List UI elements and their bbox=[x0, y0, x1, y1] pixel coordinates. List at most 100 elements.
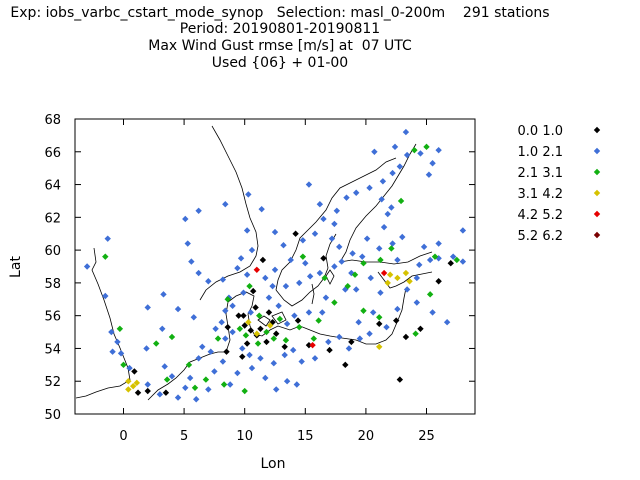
data-point bbox=[245, 191, 252, 198]
data-point bbox=[369, 309, 377, 316]
data-point bbox=[281, 351, 288, 359]
data-point bbox=[129, 382, 137, 390]
data-point bbox=[205, 278, 212, 285]
data-point bbox=[331, 299, 338, 306]
data-point bbox=[117, 350, 125, 357]
data-point bbox=[207, 348, 214, 355]
data-point bbox=[386, 271, 394, 278]
data-point bbox=[416, 261, 423, 269]
data-point bbox=[271, 266, 279, 273]
data-point bbox=[359, 253, 366, 260]
data-point bbox=[219, 358, 227, 365]
data-point bbox=[248, 364, 256, 372]
data-point bbox=[163, 376, 171, 383]
data-point bbox=[325, 338, 332, 346]
data-point bbox=[218, 319, 225, 326]
data-point bbox=[199, 343, 206, 351]
x-axis-label: Lon bbox=[261, 456, 286, 472]
y-tick-label: 58 bbox=[44, 277, 61, 292]
data-point bbox=[174, 394, 182, 401]
data-point bbox=[342, 361, 349, 369]
y-tick-label: 54 bbox=[44, 342, 61, 357]
data-point bbox=[311, 355, 319, 362]
data-point bbox=[242, 332, 250, 339]
data-point bbox=[144, 381, 151, 388]
data-point bbox=[202, 376, 210, 383]
data-point bbox=[247, 327, 254, 334]
data-point bbox=[315, 317, 322, 324]
y-tick-label: 66 bbox=[44, 146, 61, 161]
data-point bbox=[156, 391, 164, 398]
data-point bbox=[252, 304, 259, 311]
data-point bbox=[246, 351, 253, 359]
data-point bbox=[306, 273, 314, 280]
data-point bbox=[355, 319, 362, 326]
data-point bbox=[184, 240, 191, 247]
data-point bbox=[241, 387, 248, 395]
data-point bbox=[185, 361, 193, 369]
data-point bbox=[126, 364, 133, 372]
data-point bbox=[182, 215, 189, 223]
x-tick-label: 20 bbox=[358, 429, 375, 444]
data-point bbox=[388, 204, 395, 211]
data-point bbox=[353, 189, 360, 196]
x-tick-label: 10 bbox=[236, 429, 253, 444]
data-point bbox=[348, 338, 355, 346]
data-point bbox=[316, 201, 324, 208]
data-point bbox=[245, 319, 252, 326]
legend: 0.0 1.0 1.0 2.1 2.1 3.1 3.1 4.2 4.2 5.2 5.2 6… bbox=[518, 124, 601, 244]
x-tick-label: 15 bbox=[297, 429, 314, 444]
data-point bbox=[131, 368, 138, 375]
data-point bbox=[309, 341, 316, 349]
x-tick-label: 5 bbox=[180, 429, 188, 444]
data-point bbox=[102, 253, 109, 260]
data-point bbox=[328, 235, 336, 242]
data-point bbox=[280, 241, 287, 249]
data-point bbox=[296, 323, 303, 331]
data-point bbox=[222, 307, 229, 314]
data-point bbox=[258, 205, 265, 213]
data-point bbox=[426, 291, 434, 298]
data-point bbox=[276, 315, 284, 323]
data-point bbox=[376, 245, 383, 252]
data-point bbox=[429, 160, 436, 167]
data-point bbox=[320, 215, 327, 223]
data-point bbox=[376, 314, 383, 321]
data-point bbox=[406, 278, 413, 285]
data-point bbox=[108, 328, 115, 336]
data-point bbox=[298, 358, 305, 365]
data-point bbox=[326, 346, 333, 354]
data-point bbox=[417, 325, 424, 332]
data-point bbox=[114, 338, 121, 346]
data-point bbox=[435, 240, 442, 247]
data-point bbox=[402, 269, 410, 277]
data-point bbox=[195, 207, 202, 214]
data-point bbox=[291, 312, 298, 319]
data-point bbox=[366, 330, 373, 337]
data-point bbox=[188, 258, 195, 265]
data-point bbox=[186, 374, 194, 382]
data-point bbox=[265, 309, 273, 316]
data-point bbox=[320, 255, 327, 262]
data-point bbox=[229, 302, 236, 310]
data-point bbox=[402, 333, 410, 341]
data-point bbox=[262, 274, 269, 282]
data-point bbox=[256, 312, 263, 319]
data-point bbox=[384, 210, 391, 218]
data-point bbox=[420, 243, 428, 251]
data-point bbox=[239, 353, 246, 360]
data-point bbox=[413, 274, 421, 282]
data-point bbox=[376, 320, 383, 328]
data-point bbox=[417, 150, 424, 157]
data-point bbox=[377, 256, 384, 264]
data-point bbox=[182, 384, 189, 391]
y-tick-label: 60 bbox=[44, 244, 61, 259]
data-point bbox=[393, 317, 400, 324]
chart-title: Max Wind Gust rmse [m/s] at 07 UTC bbox=[148, 38, 412, 54]
data-point bbox=[293, 381, 301, 388]
data-point bbox=[399, 233, 406, 241]
data-point bbox=[153, 340, 160, 347]
data-point bbox=[296, 279, 303, 287]
data-point bbox=[243, 227, 251, 234]
data-point bbox=[243, 271, 251, 278]
